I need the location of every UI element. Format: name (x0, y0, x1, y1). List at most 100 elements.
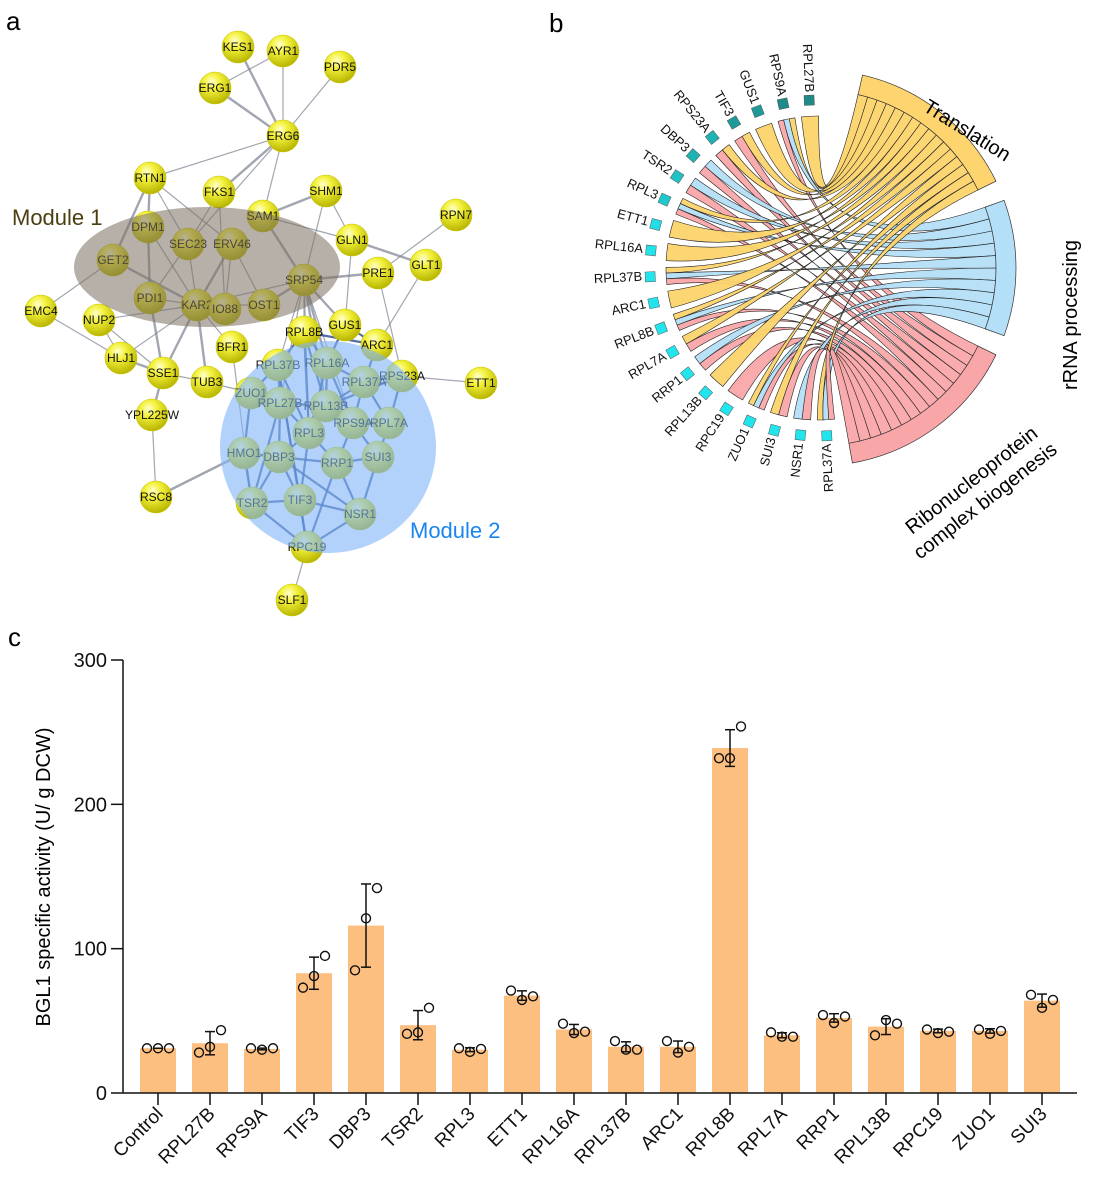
y-tick-label: 0 (96, 1083, 107, 1105)
network-node: ERG1 (199, 71, 232, 105)
term-arcs (848, 74, 1017, 464)
node-sphere-icon (221, 30, 255, 64)
gene-item: ZUO1 (724, 414, 757, 463)
replicate-point (475, 1043, 487, 1055)
module-1-label: Module 1 (12, 205, 103, 230)
gene-item: DBP3 (658, 121, 701, 164)
network-edge (149, 135, 284, 179)
y-tick-label: 300 (74, 650, 107, 672)
x-tick-label: RPL7A (734, 1103, 792, 1161)
replicate-point (995, 1025, 1007, 1037)
node-label: SSE1 (148, 366, 179, 380)
gene-square-icon (644, 271, 656, 283)
node-label: RSC8 (140, 490, 172, 504)
node-sphere-icon (266, 119, 300, 153)
gene-item: RPS9A (766, 52, 790, 110)
node-label: RPL8B (285, 325, 323, 339)
replicate-point (735, 721, 747, 732)
x-tick-label: SUI3 (1007, 1104, 1052, 1149)
replicate-point (1036, 1002, 1048, 1014)
gene-square-icon (669, 169, 685, 184)
replicate-point (401, 1028, 413, 1040)
node-sphere-icon (146, 356, 180, 390)
gene-square-icon (768, 423, 781, 437)
node-sphere-icon (190, 365, 224, 399)
network-edge (236, 46, 285, 137)
x-tick-label: RPL8B (682, 1104, 739, 1161)
replicate-point (869, 1030, 881, 1041)
replicate-point (256, 1044, 268, 1055)
panel-label-c: c (8, 622, 21, 652)
network-node: PDR5 (323, 50, 356, 84)
replicate-point (713, 752, 725, 764)
node-sphere-icon (439, 198, 473, 232)
gene-square-icon (751, 104, 765, 118)
network-node: SLF1 (275, 583, 309, 617)
network-node: SHM1 (309, 174, 343, 208)
gene-item: RPL3 (625, 175, 672, 207)
x-tick-label: RPL13B (831, 1104, 896, 1169)
network-edge (377, 272, 403, 377)
node-label: AYR1 (268, 44, 299, 58)
x-tick-label: ZUO1 (949, 1104, 1000, 1155)
bar (660, 1046, 696, 1093)
replicate-point (683, 1041, 695, 1053)
network-node: KES1 (221, 30, 255, 64)
gene-item: TIF3 (711, 88, 742, 130)
gene-label: RPL27B (800, 43, 818, 92)
term-label-rrna-processing: rRNA processing (1060, 240, 1082, 390)
gene-label: ZUO1 (724, 425, 752, 463)
y-tick-label: 200 (74, 794, 107, 816)
gene-square-icon (742, 414, 757, 429)
replicate-point (973, 1024, 985, 1035)
node-sphere-icon (409, 248, 443, 282)
bar-chart-panel: BGL1 specific activity (U/ g DCW) Contro… (33, 650, 1077, 1169)
gene-item: ETT1 (616, 206, 663, 231)
bar (868, 1026, 904, 1093)
replicate-point (984, 1028, 996, 1040)
replicate-point (579, 1026, 591, 1037)
bar (140, 1048, 176, 1093)
node-sphere-icon (133, 161, 167, 195)
node-label: GLN1 (336, 233, 368, 247)
network-node: PRE1 (361, 256, 395, 290)
node-label: RPN7 (440, 208, 472, 222)
node-label: PDR5 (324, 60, 356, 74)
node-sphere-icon (309, 174, 343, 208)
x-tick-label: RPL27B (155, 1104, 220, 1169)
gene-square-icon (685, 148, 701, 164)
bar (244, 1048, 280, 1093)
x-tick-label: ETT1 (484, 1104, 532, 1152)
x-tick-label: RPL16A (519, 1103, 584, 1168)
node-sphere-icon (361, 256, 395, 290)
node-label: RTN1 (134, 171, 165, 185)
node-label: ARC1 (361, 338, 393, 352)
gene-square-icon (649, 218, 663, 231)
gene-square-icon (704, 130, 720, 145)
node-label: SHM1 (309, 184, 343, 198)
gene-label: RPL8B (612, 323, 656, 352)
module-2-region (220, 341, 436, 553)
gene-item: RPL37A (819, 430, 836, 493)
node-sphere-icon (266, 34, 300, 68)
node-label: GUS1 (329, 318, 362, 332)
network-node: ERG6 (266, 119, 300, 153)
replicate-point (204, 1041, 216, 1053)
replicate-point (215, 1025, 227, 1036)
gene-label: RPS23A (671, 87, 714, 135)
node-label: NUP2 (83, 313, 115, 327)
bar (712, 748, 748, 1093)
gene-square-icon (698, 385, 714, 401)
replicate-point (505, 985, 517, 996)
x-tick-label: RPS9A (213, 1103, 272, 1162)
replicate-point (609, 1035, 621, 1047)
gene-square-icon (776, 97, 790, 110)
replicate-point (839, 1011, 851, 1022)
node-label: HLJ1 (107, 351, 135, 365)
network-panel: KES1AYR1PDR5ERG1ERG6RTN1FKS1SHM1SAM1RPN7… (12, 30, 501, 617)
node-label: PRE1 (362, 266, 394, 280)
gene-square-icon (821, 430, 833, 442)
gene-square-icon (803, 94, 815, 106)
gene-item: RPL8B (612, 321, 668, 352)
